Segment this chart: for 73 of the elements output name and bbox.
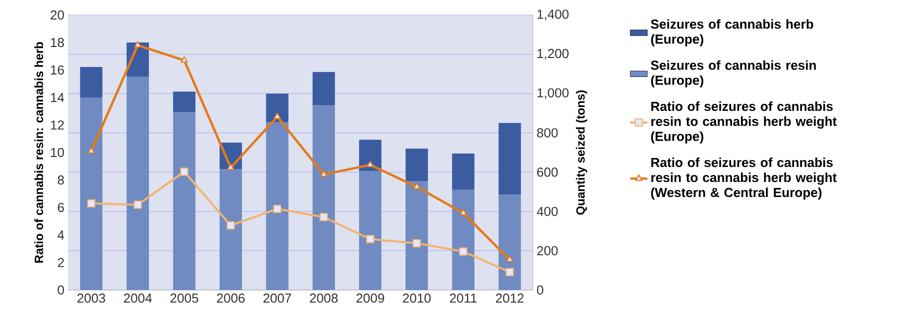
- y-tick-label: 14: [51, 93, 64, 102]
- y-tick-label: 2: [58, 258, 64, 268]
- bar: [406, 148, 428, 181]
- bar: [220, 169, 242, 290]
- bar: [312, 72, 335, 106]
- legend-label: Ratio of seizures of cannabis resin to cannabis herb weight (Western & Central Europe): [651, 158, 837, 200]
- y-tick-label: 4: [58, 230, 64, 240]
- legend-label: Seizures of cannabis resin (Europe): [650, 60, 816, 88]
- point: [366, 160, 374, 168]
- bar: [173, 92, 196, 112]
- bar: [266, 122, 288, 290]
- y-axis-title: Ratio of cannabis resin: cannabis herb: [34, 42, 44, 263]
- bar: [498, 194, 521, 290]
- x-tick-label: 2007: [263, 294, 292, 303]
- bar: [80, 98, 102, 290]
- point: [180, 168, 188, 176]
- point: [274, 112, 281, 120]
- bar: [359, 171, 382, 290]
- point: [134, 41, 142, 48]
- x-tick-label: 2009: [356, 294, 384, 303]
- y2-tick-label: 1,000: [538, 88, 569, 99]
- y-tick-label: 6: [58, 202, 64, 212]
- point: [88, 147, 95, 154]
- x-tick-label: 2012: [496, 294, 524, 303]
- bar: [266, 94, 288, 122]
- bar: [80, 67, 102, 98]
- x-tick-label: 2011: [450, 294, 477, 303]
- y-tick-label: 8: [58, 175, 64, 185]
- bar: [126, 76, 149, 290]
- point: [506, 256, 514, 262]
- point: [134, 200, 142, 209]
- point: [459, 247, 468, 256]
- y2-tick-label: 400: [536, 206, 558, 216]
- bar: [498, 123, 521, 195]
- x-tick-label: 2008: [310, 294, 338, 303]
- point: [506, 268, 514, 276]
- bar: [173, 112, 196, 290]
- legend-label: Seizures of cannabis herb (Europe): [650, 19, 814, 46]
- legend-label: Ratio of seizures of cannabis resin to cannabis herb weight (Europe): [651, 101, 837, 144]
- x-tick-label: 2006: [216, 294, 245, 303]
- bar: [452, 153, 474, 190]
- x-tick-label: 2004: [124, 294, 152, 303]
- point: [320, 170, 328, 177]
- bar: [452, 190, 474, 290]
- bar: [359, 140, 382, 172]
- y-tick-label: 0: [58, 285, 64, 295]
- point: [227, 164, 234, 170]
- y-tick-label: 10: [51, 148, 64, 158]
- y-tick-label: 16: [51, 65, 64, 75]
- y2-tick-label: 600: [537, 168, 558, 177]
- point: [273, 204, 282, 213]
- point: [366, 235, 374, 244]
- y2-tick-label: 800: [537, 128, 558, 138]
- y2-tick-label: 0: [537, 285, 544, 295]
- y2-tick-label: 200: [537, 246, 558, 256]
- point: [180, 56, 188, 63]
- x-tick-label: 2005: [170, 294, 198, 303]
- y-tick-label: 18: [51, 38, 64, 48]
- y2-tick-label: 1,400: [538, 10, 569, 20]
- point: [460, 208, 467, 216]
- x-tick-label: 2010: [402, 294, 431, 303]
- point: [226, 221, 235, 230]
- y2-axis-title: Quantity seized (tons): [576, 90, 588, 215]
- bar: [312, 105, 335, 290]
- point: [87, 199, 96, 208]
- point: [412, 239, 421, 248]
- point: [320, 213, 328, 222]
- y-tick-label: 12: [51, 120, 64, 130]
- x-tick-label: 2003: [77, 294, 106, 303]
- y2-tick-label: 1,200: [538, 48, 569, 60]
- bar: [406, 180, 428, 290]
- y-tick-label: 20: [50, 10, 64, 20]
- point: [413, 182, 420, 190]
